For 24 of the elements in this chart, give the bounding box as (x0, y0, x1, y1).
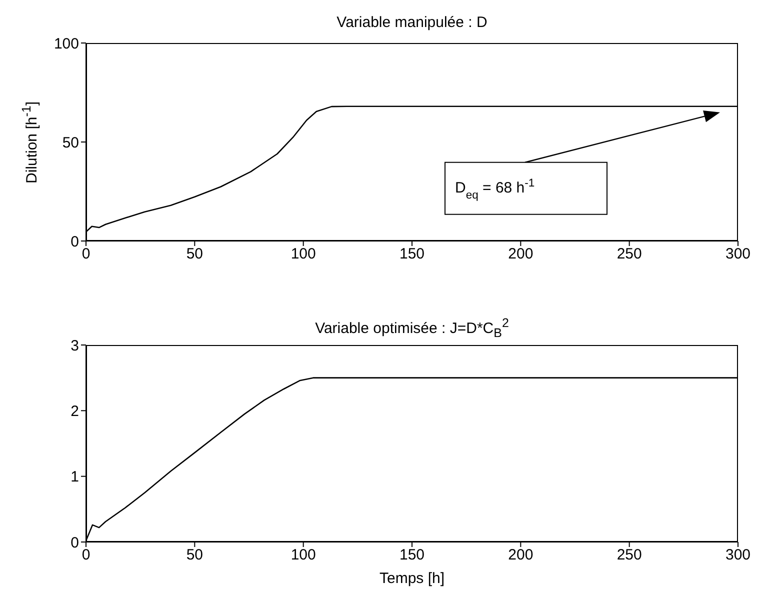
y-tick-label: 0 (70, 233, 79, 250)
x-tick-label: 250 (616, 246, 642, 263)
annotation: D$_{eq}$ = 68 h$^{-1}$ (455, 177, 535, 202)
chart-title: Variable manipulée : D (336, 14, 488, 31)
y-tick-label: 1 (70, 468, 79, 486)
y-tick-label: 100 (54, 35, 79, 52)
y-tick-label: 0 (70, 534, 79, 552)
x-tick-label: 0 (82, 546, 90, 564)
x-tick-label: 300 (725, 546, 751, 564)
x-tick-label: 0 (82, 246, 90, 263)
x-tick-label: 200 (508, 246, 534, 263)
x-tick-label: 200 (508, 546, 534, 564)
x-tick-label: 50 (186, 546, 204, 564)
y-tick-label: 2 (70, 402, 79, 420)
x-tick-label: 150 (399, 546, 425, 564)
x-tick-label: 100 (290, 246, 316, 263)
x-tick-label: 150 (399, 246, 425, 263)
x-axis-title: Temps [h] (378, 570, 446, 587)
x-tick-label: 50 (186, 246, 204, 263)
x-tick-label: 100 (290, 546, 316, 564)
x-tick-label: 250 (616, 546, 642, 564)
y-tick-label: 3 (70, 337, 79, 354)
x-tick-label: 300 (725, 246, 751, 263)
y-tick-label: 50 (62, 134, 79, 152)
